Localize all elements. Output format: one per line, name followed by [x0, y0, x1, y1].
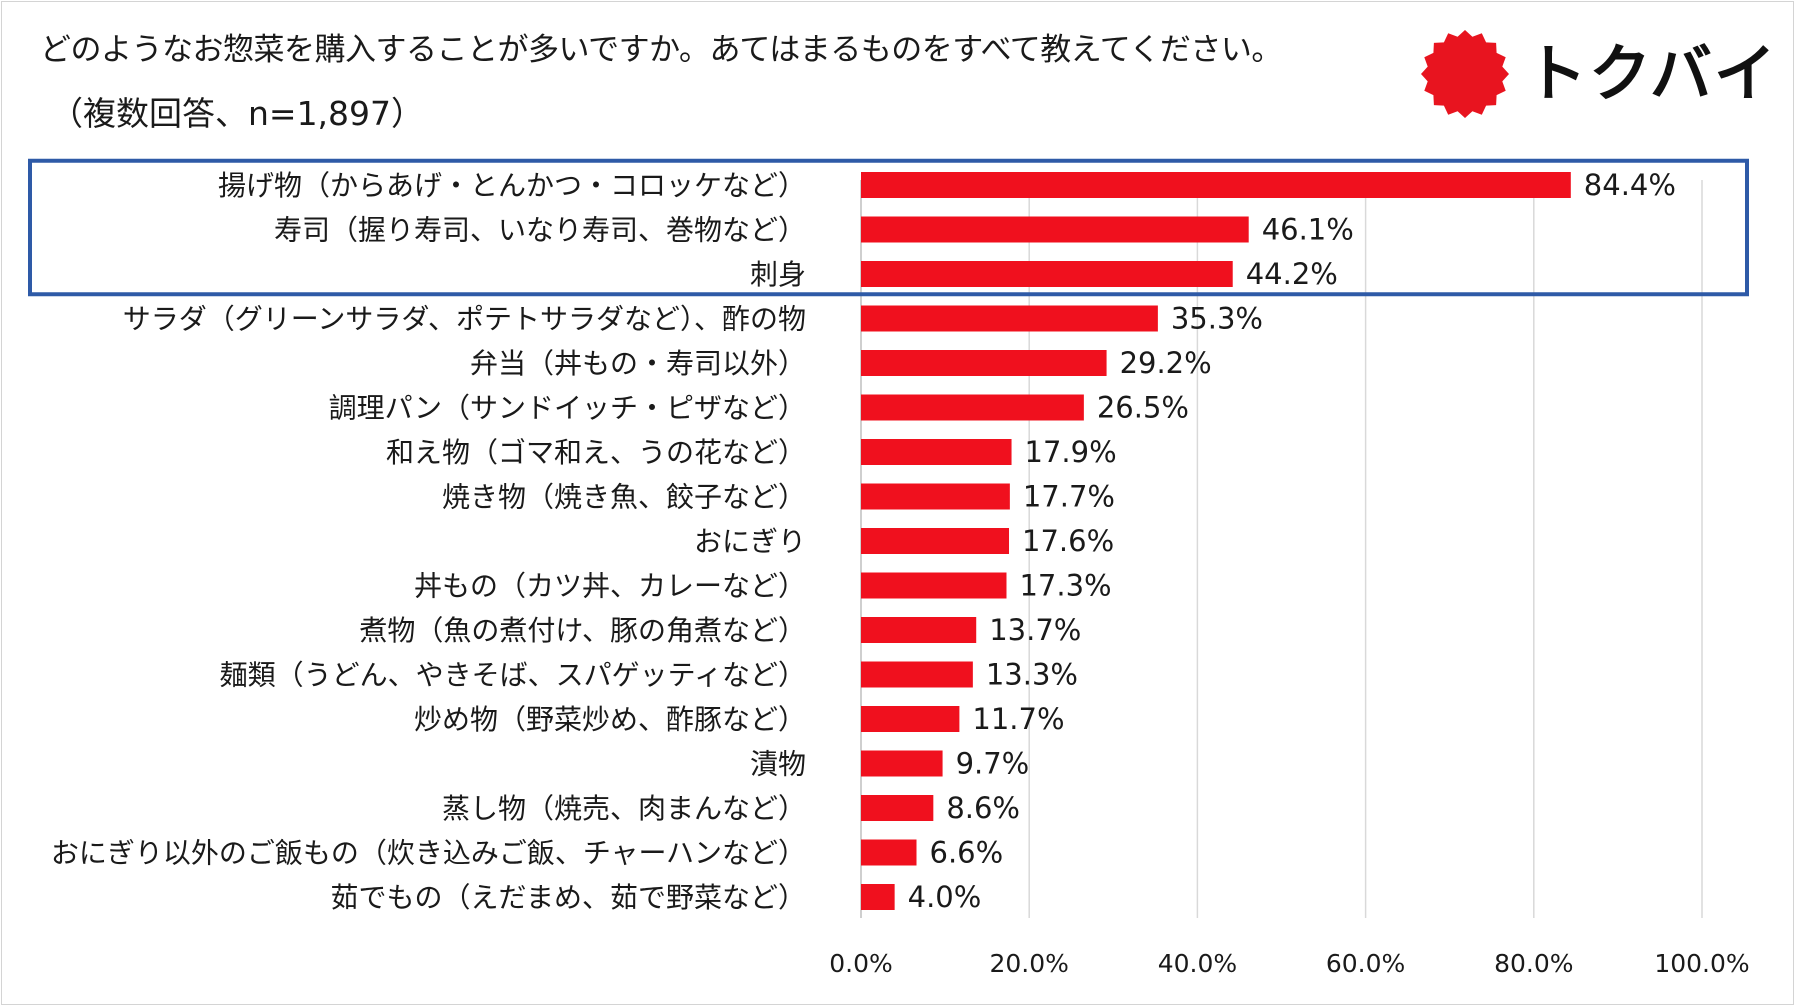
bar [861, 617, 977, 643]
value-label: 46.1% [1262, 213, 1354, 247]
category-label: おにぎり以外のご飯もの（炊き込みご飯、チャーハンなど） [51, 837, 806, 870]
logo-text: トクバイ [1525, 37, 1778, 110]
bar [861, 750, 943, 777]
bar [861, 439, 1012, 465]
category-label: 寿司（握り寿司、いなり寿司、巻物など） [274, 214, 806, 247]
bar [861, 706, 960, 732]
category-label: 煮物（魚の煮付け、豚の角煮など） [359, 614, 806, 647]
bar [861, 795, 934, 821]
value-label: 17.7% [1023, 480, 1115, 514]
category-label: 麺類（うどん、やきそば、スパゲッティなど） [220, 659, 806, 692]
highlight-box [28, 158, 1749, 297]
value-label: 84.4% [1584, 168, 1676, 202]
x-tick-label: 0.0% [829, 949, 893, 978]
category-label: 炒め物（野菜炒め、酢豚など） [414, 703, 806, 736]
value-label: 17.9% [1025, 435, 1117, 469]
bar [861, 483, 1010, 510]
x-tick-label: 40.0% [1158, 949, 1237, 978]
category-label: 弁当（丼もの・寿司以外） [470, 347, 806, 380]
red-sun-seal-icon [1421, 30, 1509, 118]
x-tick-label: 100.0% [1654, 949, 1749, 978]
category-label: 漬物 [750, 748, 806, 781]
value-label: 4.0% [908, 880, 982, 914]
bar [861, 661, 973, 688]
value-label: 9.7% [956, 747, 1030, 781]
category-label: 丼もの（カツ丼、カレーなど） [414, 570, 806, 603]
value-label: 44.2% [1246, 257, 1338, 291]
bar [861, 350, 1107, 376]
bar [861, 839, 917, 866]
category-label: おにぎり [694, 525, 806, 558]
x-tick-label: 80.0% [1494, 949, 1573, 978]
bar [861, 172, 1571, 198]
value-label: 35.3% [1171, 302, 1263, 336]
bar [861, 305, 1158, 332]
bar [861, 528, 1010, 554]
value-label: 8.6% [946, 791, 1020, 825]
bar [861, 884, 895, 910]
category-label: サラダ（グリーンサラダ、ポテトサラダなど）、酢の物 [123, 303, 806, 336]
chart-title: どのようなお惣菜を購入することが多いですか。あてはまるものをすべて教えてください… [40, 32, 1282, 68]
bar [861, 261, 1233, 287]
value-label: 26.5% [1097, 391, 1189, 425]
value-label: 13.3% [986, 658, 1078, 692]
category-label: 和え物（ゴマ和え、うの花など） [386, 436, 806, 469]
x-tick-label: 60.0% [1326, 949, 1405, 978]
value-label: 29.2% [1120, 346, 1212, 380]
value-label: 6.6% [930, 836, 1004, 870]
bar [861, 394, 1084, 421]
value-label: 11.7% [972, 702, 1064, 736]
value-label: 13.7% [989, 613, 1081, 647]
x-tick-label: 20.0% [989, 949, 1068, 978]
category-label: 茹でもの（えだまめ、茹で野菜など） [331, 881, 806, 914]
chart-subtitle: （複数回答、n=1,897） [50, 94, 425, 133]
brand-logo: トクバイ [1415, 24, 1776, 124]
bar [861, 572, 1007, 599]
value-label: 17.3% [1019, 569, 1111, 603]
category-label: 蒸し物（焼売、肉まんなど） [442, 792, 806, 825]
category-label: 焼き物（焼き魚、餃子など） [442, 481, 806, 514]
bar [861, 216, 1249, 243]
category-label: 刺身 [750, 258, 806, 291]
value-label: 17.6% [1022, 524, 1114, 558]
category-label: 揚げ物（からあげ・とんかつ・コロッケなど） [218, 169, 806, 202]
category-label: 調理パン（サンドイッチ・ピザなど） [329, 392, 806, 425]
